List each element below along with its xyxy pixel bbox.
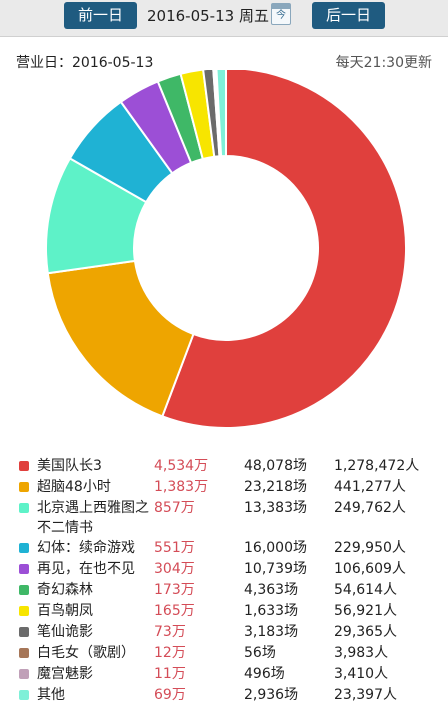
film-name: 幻体：续命游戏 bbox=[37, 540, 135, 556]
prev-day-button[interactable]: 前一日 bbox=[64, 2, 137, 29]
show-count: 16,000场 bbox=[244, 540, 307, 556]
box-office-gross: 12万 bbox=[154, 645, 186, 661]
legend-swatch bbox=[19, 461, 29, 471]
audience-count: 54,614人 bbox=[334, 582, 397, 598]
donut-slice-2[interactable] bbox=[46, 259, 195, 418]
update-note: 每天21:30更新 bbox=[335, 55, 432, 71]
film-name: 超脑48小时 bbox=[37, 479, 111, 495]
legend-row[interactable]: 白毛女（歌剧） 12万 56场 3,983人 bbox=[0, 643, 448, 664]
legend-row[interactable]: 魔宫魅影 11万 496场 3,410人 bbox=[0, 664, 448, 685]
audience-count: 106,609人 bbox=[334, 561, 406, 577]
audience-count: 23,397人 bbox=[334, 687, 397, 703]
info-row: 营业日：2016-05-13 每天21:30更新 bbox=[0, 52, 448, 72]
show-count: 496场 bbox=[244, 666, 285, 682]
legend-row[interactable]: 幻体：续命游戏 551万 16,000场 229,950人 bbox=[0, 538, 448, 559]
legend-swatch bbox=[19, 648, 29, 658]
show-count: 4,363场 bbox=[244, 582, 299, 598]
audience-count: 29,365人 bbox=[334, 624, 397, 640]
legend-swatch bbox=[19, 564, 29, 574]
legend-row[interactable]: 超脑48小时 1,383万 23,218场 441,277人 bbox=[0, 477, 448, 498]
legend-swatch bbox=[19, 482, 29, 492]
film-name: 北京遇上西雅图之不二情书 bbox=[37, 500, 149, 536]
legend-swatch bbox=[19, 690, 29, 700]
box-office-gross: 173万 bbox=[154, 582, 195, 598]
film-name: 再见，在也不见 bbox=[37, 561, 135, 577]
legend-row[interactable]: 笔仙诡影 73万 3,183场 29,365人 bbox=[0, 622, 448, 643]
film-name: 其他 bbox=[37, 687, 65, 703]
date-toolbar: 前一日 2016-05-13 周五 今 后一日 bbox=[0, 0, 448, 37]
audience-count: 249,762人 bbox=[334, 500, 406, 516]
legend-row[interactable]: 美国队长3 4,534万 48,078场 1,278,472人 bbox=[0, 456, 448, 477]
audience-count: 441,277人 bbox=[334, 479, 406, 495]
legend-swatch bbox=[19, 503, 29, 513]
film-name: 白毛女（歌剧） bbox=[37, 645, 135, 661]
box-office-gross: 857万 bbox=[154, 500, 195, 516]
audience-count: 1,278,472人 bbox=[334, 458, 420, 474]
show-count: 2,936场 bbox=[244, 687, 299, 703]
film-name: 百鸟朝凤 bbox=[37, 603, 93, 619]
donut-slice-1[interactable] bbox=[161, 70, 407, 429]
legend-swatch bbox=[19, 627, 29, 637]
box-office-gross: 304万 bbox=[154, 561, 195, 577]
box-office-gross: 4,534万 bbox=[154, 458, 209, 474]
show-count: 10,739场 bbox=[244, 561, 307, 577]
show-count: 1,633场 bbox=[244, 603, 299, 619]
film-name: 笔仙诡影 bbox=[37, 624, 93, 640]
calendar-today-text: 今 bbox=[276, 10, 286, 21]
show-count: 48,078场 bbox=[244, 458, 307, 474]
legend-swatch bbox=[19, 606, 29, 616]
calendar-icon[interactable]: 今 bbox=[271, 3, 291, 25]
legend-swatch bbox=[19, 585, 29, 595]
box-office-gross: 69万 bbox=[154, 687, 186, 703]
box-office-donut-chart bbox=[45, 70, 407, 429]
show-count: 13,383场 bbox=[244, 500, 307, 516]
box-office-gross: 73万 bbox=[154, 624, 186, 640]
show-count: 56场 bbox=[244, 645, 276, 661]
audience-count: 229,950人 bbox=[334, 540, 406, 556]
donut-slice-11[interactable] bbox=[215, 70, 227, 158]
show-count: 23,218场 bbox=[244, 479, 307, 495]
box-office-gross: 1,383万 bbox=[154, 479, 209, 495]
audience-count: 3,410人 bbox=[334, 666, 389, 682]
current-date-label: 2016-05-13 周五 bbox=[147, 7, 269, 25]
next-day-button[interactable]: 后一日 bbox=[312, 2, 385, 29]
box-office-gross: 165万 bbox=[154, 603, 195, 619]
business-day-label: 营业日：2016-05-13 bbox=[16, 55, 154, 71]
film-name: 奇幻森林 bbox=[37, 582, 93, 598]
audience-count: 3,983人 bbox=[334, 645, 389, 661]
audience-count: 56,921人 bbox=[334, 603, 397, 619]
legend-table: 美国队长3 4,534万 48,078场 1,278,472人超脑48小时 1,383万… bbox=[0, 456, 448, 706]
film-name: 魔宫魅影 bbox=[37, 666, 93, 682]
legend-swatch bbox=[19, 543, 29, 553]
legend-row[interactable]: 百鸟朝凤 165万 1,633场 56,921人 bbox=[0, 601, 448, 622]
box-office-gross: 11万 bbox=[154, 666, 186, 682]
legend-row[interactable]: 再见，在也不见 304万 10,739场 106,609人 bbox=[0, 559, 448, 580]
legend-row[interactable]: 北京遇上西雅图之不二情书 857万 13,383场 249,762人 bbox=[0, 498, 448, 538]
legend-row[interactable]: 奇幻森林 173万 4,363场 54,614人 bbox=[0, 580, 448, 601]
legend-swatch bbox=[19, 669, 29, 679]
box-office-gross: 551万 bbox=[154, 540, 195, 556]
film-name: 美国队长3 bbox=[37, 458, 102, 474]
legend-row[interactable]: 其他 69万 2,936场 23,397人 bbox=[0, 685, 448, 706]
show-count: 3,183场 bbox=[244, 624, 299, 640]
